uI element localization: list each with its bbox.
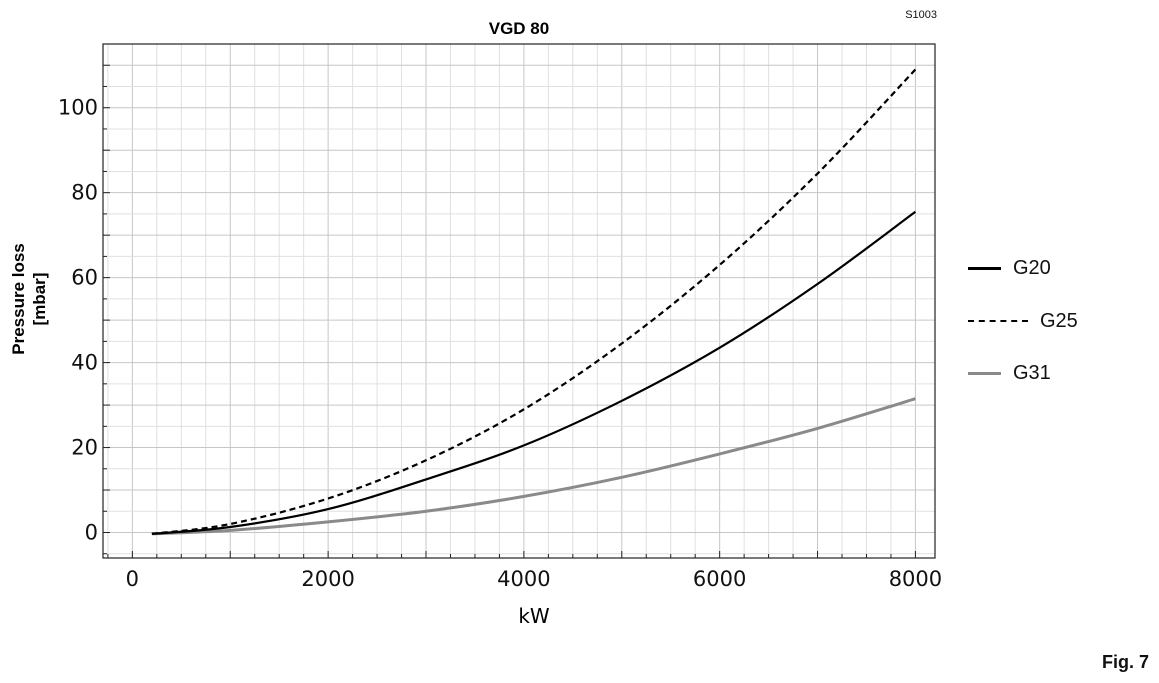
y-tick-label: 20 [71,436,98,460]
legend-swatch-g25 [968,320,1028,322]
series-line-g20 [151,210,917,535]
legend-item-g31: G31 [968,361,1051,385]
y-axis-label: Pressure loss [mbar] [9,243,49,355]
x-tick-label: 2000 [301,567,354,591]
grid-lines [103,43,935,558]
y-tick-label: 100 [58,96,98,120]
legend-item-g20: G20 [968,256,1051,280]
legend-swatch-g20 [968,266,1001,270]
x-tick-label: 0 [126,567,139,591]
x-tick-label: 4000 [497,567,550,591]
legend-label-g20: G20 [1013,256,1051,279]
x-tick-label: 8000 [889,567,942,591]
series-lines [151,68,917,536]
series-line-g25 [151,68,917,535]
chart-title: VGD 80 [489,19,549,38]
y-axis-label-line-2: [mbar] [30,273,49,326]
legend-label-g25: G25 [1040,309,1078,332]
y-tick-label: 80 [71,181,98,205]
x-axis-label: kW [518,604,550,628]
figure-label: Fig. 7 [1101,652,1149,672]
y-tick-label: 40 [71,351,98,375]
legend-item-g25: G25 [968,309,1078,333]
series-line-g31 [151,397,916,536]
y-axis-label-line-1: Pressure loss [9,243,28,355]
chart-code-label: S1003 [905,9,937,21]
axis-ticks: 0 2000 4000 6000 8000 0 20 40 60 80 100 [58,43,942,591]
plot-area [102,43,936,559]
legend-swatch-g31 [968,371,1001,375]
y-tick-label: 60 [71,266,98,290]
legend-label-g31: G31 [1013,361,1051,384]
y-tick-label: 0 [85,521,98,545]
x-tick-label: 6000 [693,567,746,591]
